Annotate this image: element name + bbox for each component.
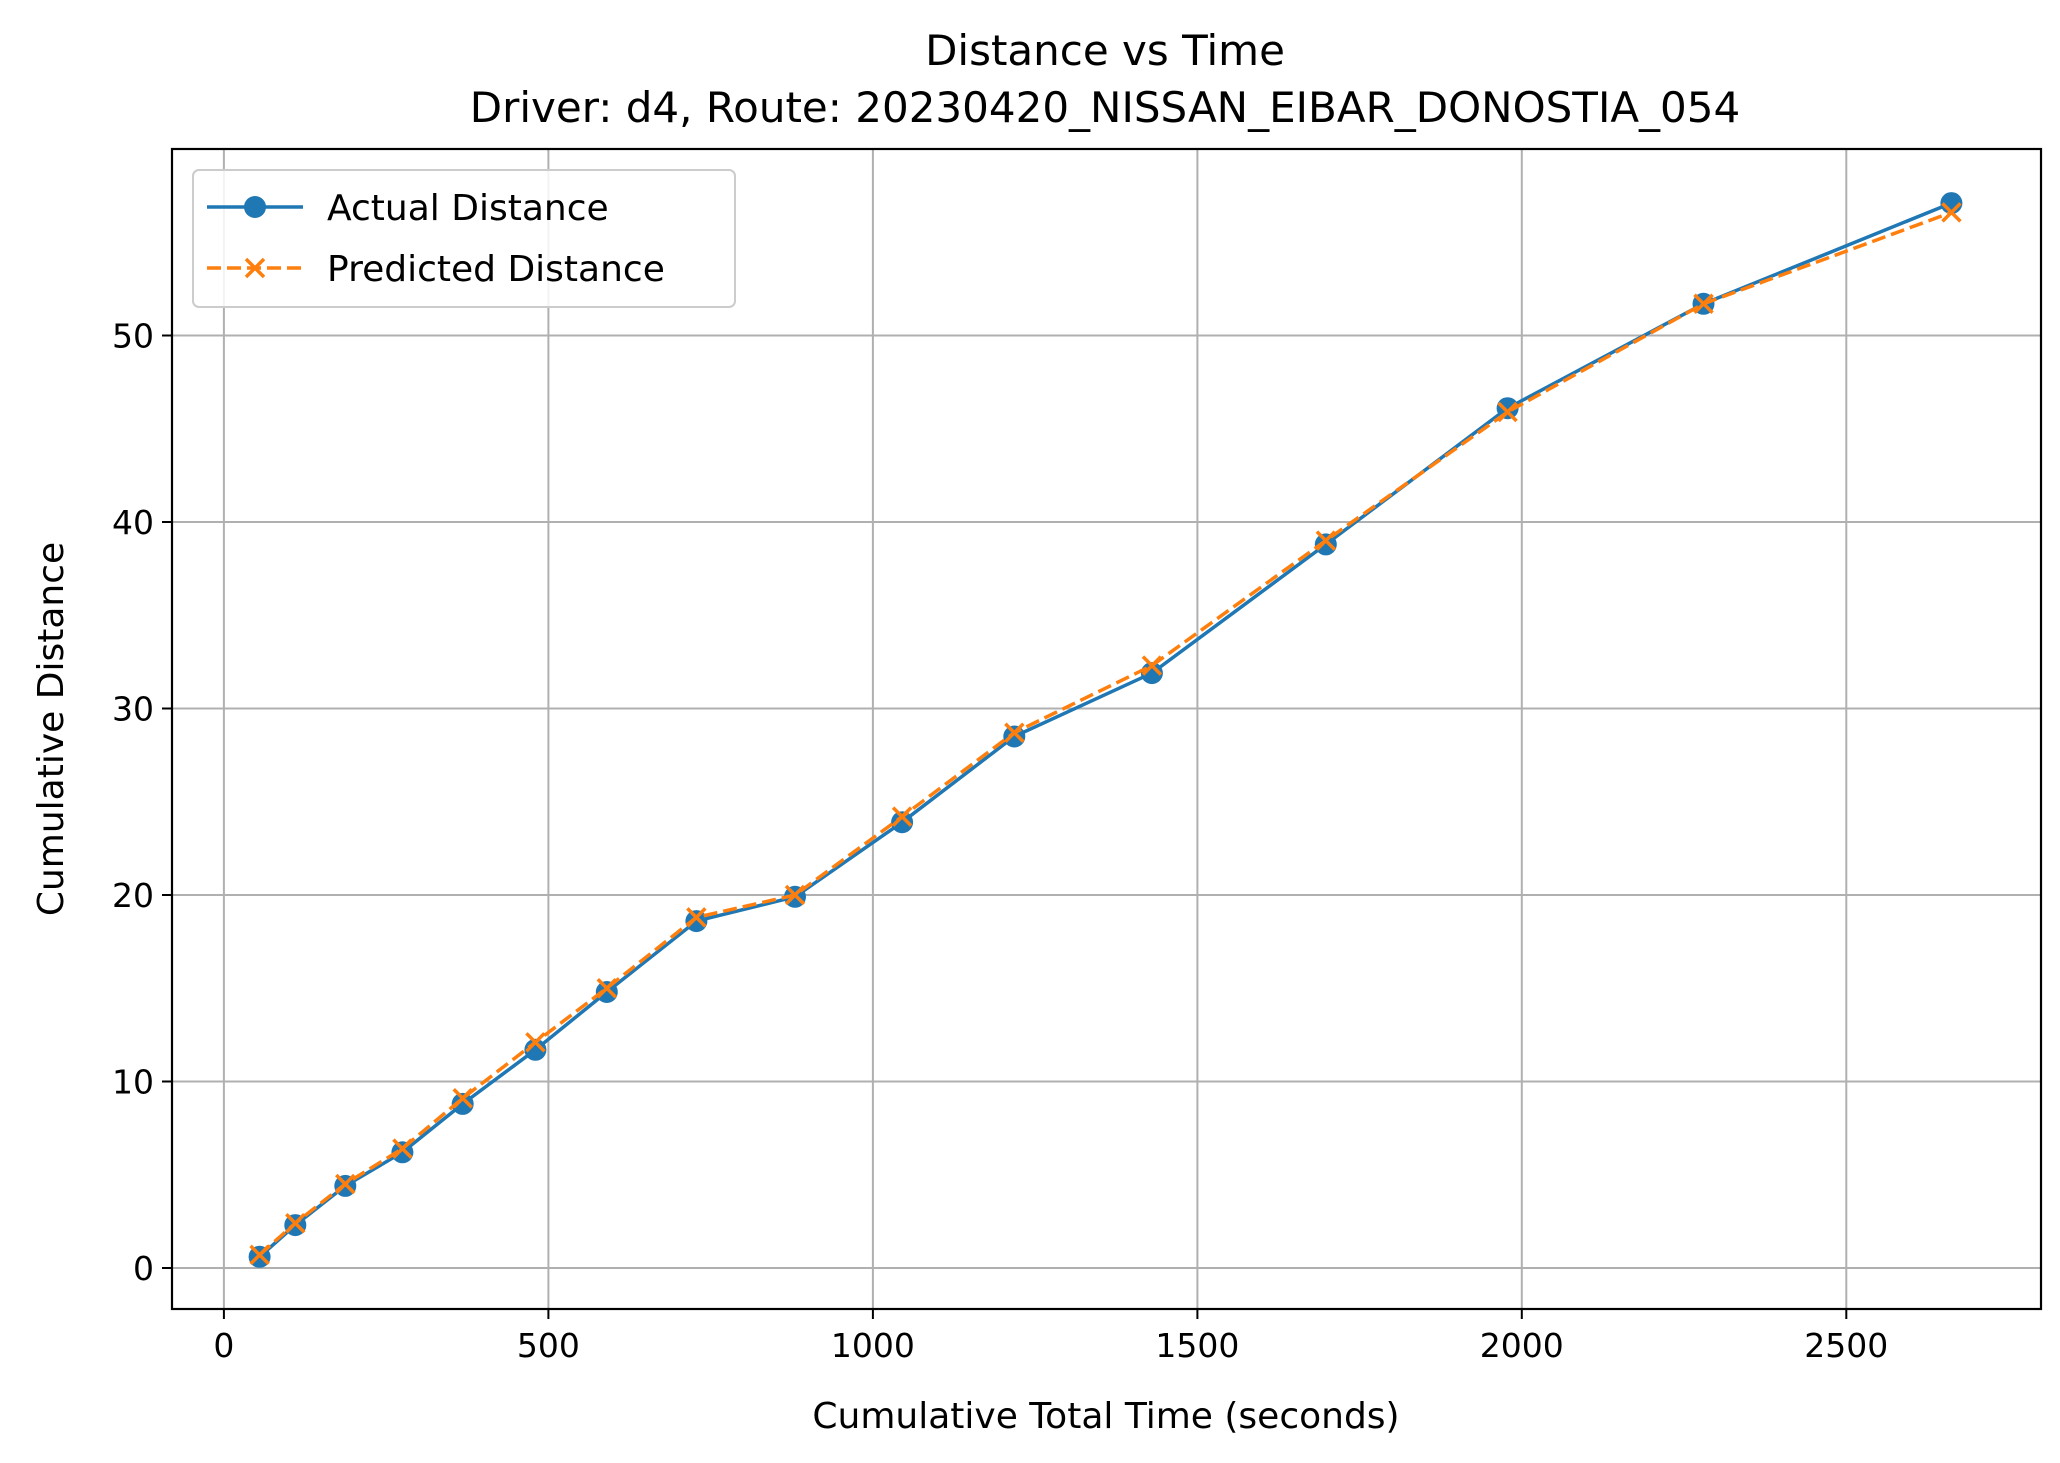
legend-predicted-marker (244, 257, 266, 279)
y-tick-label: 20 (112, 876, 154, 915)
legend-box (192, 169, 736, 308)
data-point (249, 1244, 270, 1266)
data-point (1141, 655, 1163, 676)
plot-series (248, 192, 1963, 1268)
x-tick-label: 2000 (1480, 1326, 1564, 1365)
data-point (1693, 293, 1714, 315)
x-tick-label: 1000 (831, 1326, 915, 1365)
data-point (524, 1038, 547, 1061)
x-tick-label: 500 (517, 1326, 580, 1365)
legend-predicted-label: Predicted Distance (327, 249, 665, 290)
data-point (451, 1092, 474, 1115)
data-point (891, 811, 914, 834)
y-tick-label: 0 (133, 1249, 154, 1288)
data-point (1004, 722, 1025, 743)
plot-frame (170, 147, 2043, 1311)
data-point (685, 910, 708, 933)
series-predicted-distance (249, 202, 1962, 1266)
data-point (391, 1141, 414, 1164)
data-point (595, 981, 618, 1003)
data-point (525, 1032, 546, 1053)
legend-actual-marker (244, 196, 266, 218)
data-point (1941, 202, 1962, 223)
data-point (1314, 533, 1337, 556)
legend: Actual Distance Predicted Distance (192, 169, 736, 308)
x-tick-label: 2500 (1804, 1326, 1888, 1365)
x-axis-label: Cumulative Total Time (seconds) (812, 1396, 1399, 1437)
y-tick-label: 10 (112, 1063, 154, 1102)
data-point (784, 884, 806, 906)
y-tick-label: 40 (112, 503, 154, 542)
data-point (891, 806, 913, 827)
data-point (1315, 530, 1337, 551)
chart-title: Distance vs Time (925, 26, 1285, 75)
data-point (285, 1212, 306, 1234)
data-point (1496, 397, 1519, 420)
x-tick-label: 0 (213, 1326, 234, 1365)
y-tick-label: 30 (112, 690, 154, 729)
data-point (452, 1088, 473, 1109)
axis-ticks: 0 500 1000 1500 2000 2500 0 10 20 30 40 50 (112, 317, 1888, 1366)
series-line (258, 210, 1953, 1257)
data-point (1497, 401, 1518, 423)
data-point (596, 977, 618, 999)
chart-subtitle: Driver: d4, Route: 20230420_NISSAN_EIBAR… (470, 83, 1740, 132)
x-tick-label: 1500 (1155, 1326, 1239, 1365)
y-axis-label: Cumulative Distance (31, 542, 72, 916)
data-point (335, 1173, 356, 1195)
data-point (686, 907, 707, 928)
data-point (1003, 725, 1026, 748)
legend-actual-label: Actual Distance (327, 188, 609, 229)
y-tick-label: 50 (112, 317, 154, 356)
data-point (392, 1138, 413, 1159)
